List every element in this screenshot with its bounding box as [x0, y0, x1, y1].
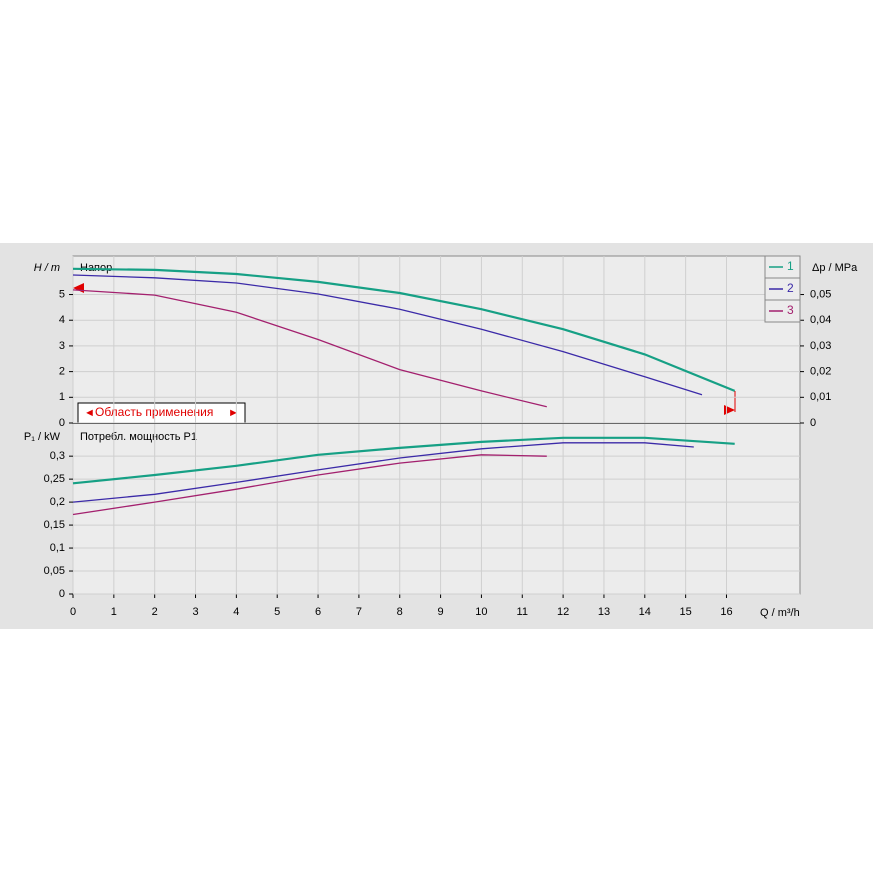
y2-axis-label: Δp / MPa: [812, 262, 858, 274]
x-tick-label: 4: [233, 606, 239, 618]
x-tick-label: 10: [475, 606, 487, 618]
series-line: [72, 267, 736, 392]
x-tick-label: 7: [356, 606, 362, 618]
legend-label: 3: [787, 303, 794, 317]
y-axis-label: P₁ / kW: [24, 431, 61, 443]
series-line: [72, 442, 694, 503]
y-axis-label: H / m: [34, 262, 60, 274]
y2-tick-label: 0,03: [810, 340, 831, 352]
x-axis-label: Q / m³/h: [760, 607, 800, 619]
y-tick-label: 0: [59, 417, 65, 429]
x-tick-label: 16: [720, 606, 732, 618]
series-line: [72, 454, 547, 516]
x-tick-label: 5: [274, 606, 280, 618]
y-tick-label: 1: [59, 391, 65, 403]
x-tick-label: 9: [438, 606, 444, 618]
y-tick-label: 0,15: [44, 519, 65, 531]
x-tick-label: 13: [598, 606, 610, 618]
legend-label: 1: [787, 259, 794, 273]
arrow-right: ►: [228, 407, 239, 419]
subplot-title: Напор: [80, 262, 112, 274]
x-tick-label: 11: [517, 606, 528, 618]
x-tick-label: 1: [111, 606, 117, 618]
y-tick-label: 4: [59, 314, 65, 326]
x-tick-label: 3: [192, 606, 198, 618]
y2-tick-label: 0,02: [810, 366, 831, 378]
y-tick-label: 0,25: [44, 473, 65, 485]
x-tick-label: 15: [680, 606, 692, 618]
y-tick-label: 0: [59, 588, 65, 600]
y2-tick-label: 0,04: [810, 314, 831, 326]
x-tick-label: 14: [639, 606, 651, 618]
y2-tick-label: 0: [810, 417, 816, 429]
y-tick-label: 2: [59, 366, 65, 378]
plot-area: [72, 255, 801, 595]
arrow-left: ◄: [84, 407, 95, 419]
x-tick-label: 8: [397, 606, 403, 618]
x-tick-label: 12: [557, 606, 569, 618]
series-line: [72, 436, 735, 485]
y-tick-label: 0,2: [50, 496, 65, 508]
x-tick-label: 6: [315, 606, 321, 618]
subplot-title: Потребл. мощность P1: [80, 431, 197, 443]
y-tick-label: 0,05: [44, 565, 65, 577]
y-tick-label: 0,1: [50, 542, 65, 554]
y2-tick-label: 0,05: [810, 288, 831, 300]
series-line: [72, 289, 547, 408]
legend-label: 2: [787, 281, 794, 295]
y-tick-label: 5: [59, 288, 65, 300]
x-tick-label: 0: [70, 606, 76, 618]
y2-tick-label: 0,01: [810, 391, 831, 403]
series-line: [72, 274, 703, 396]
y-tick-label: 3: [59, 340, 65, 352]
annotation: Область применения: [95, 405, 213, 419]
x-tick-label: 2: [152, 606, 158, 618]
y-tick-label: 0,3: [50, 450, 65, 462]
